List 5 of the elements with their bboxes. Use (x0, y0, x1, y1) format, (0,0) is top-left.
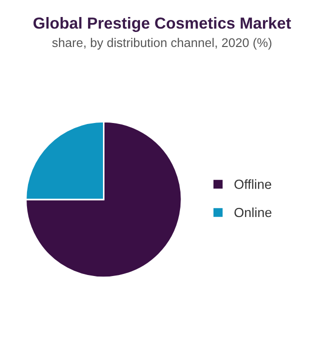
pie-slice (25, 121, 182, 278)
legend-label: Offline (234, 179, 272, 189)
chart-subtitle: share, by distribution channel, 2020 (%) (52, 38, 272, 50)
legend-label: Online (234, 207, 272, 218)
chart-title: Global Prestige Cosmetics Market (34, 17, 291, 32)
